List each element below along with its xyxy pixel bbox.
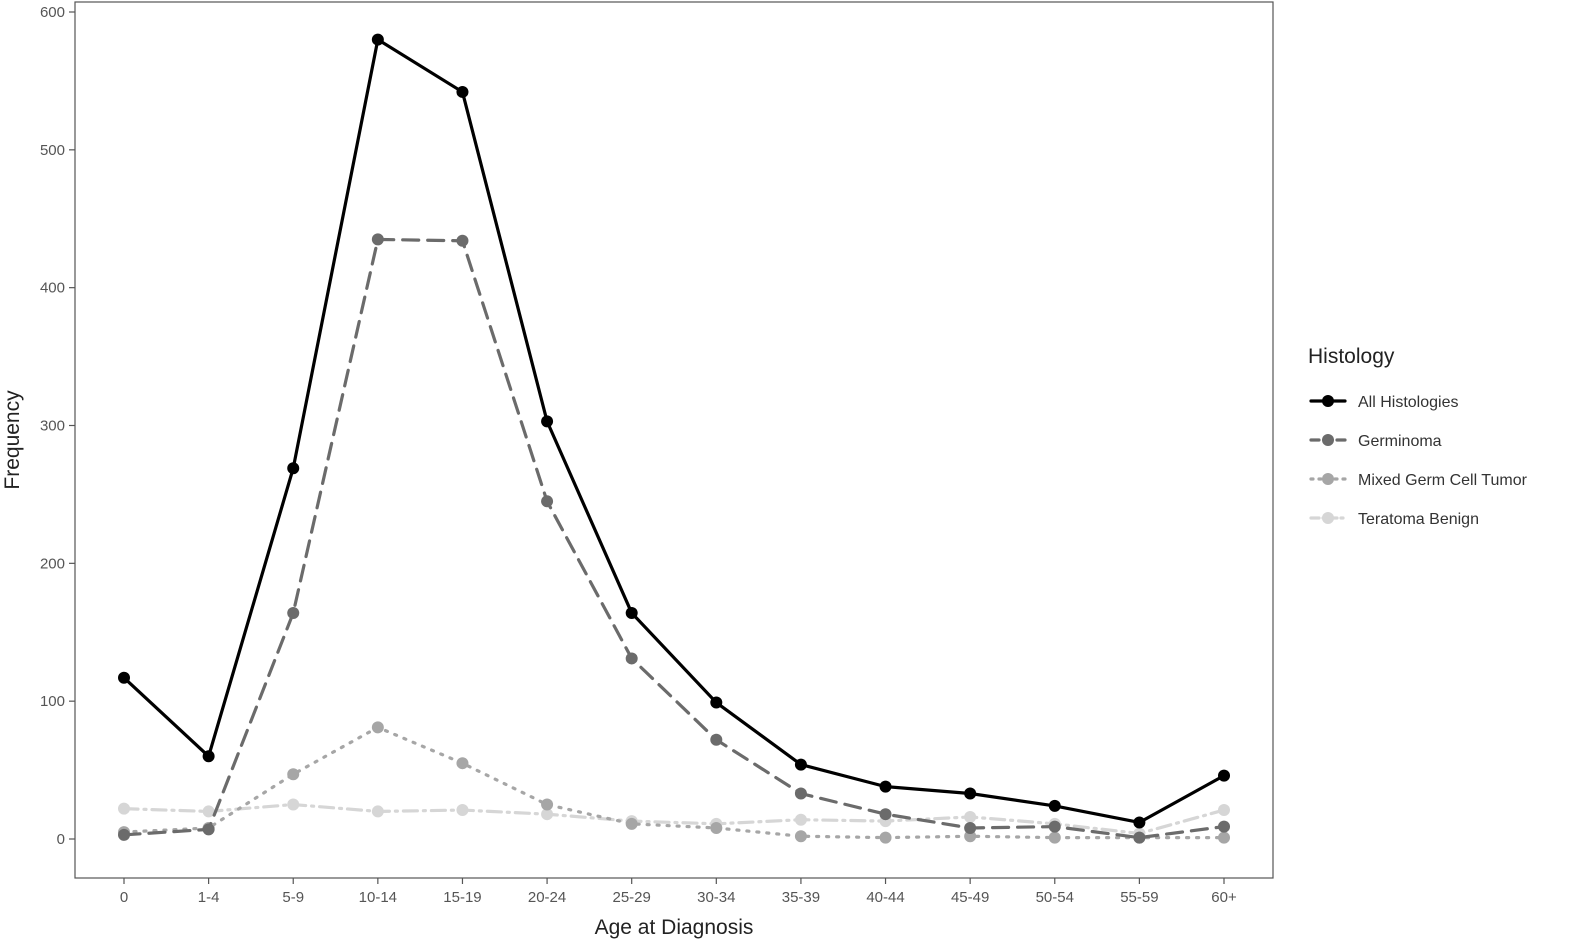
legend-label: Mixed Germ Cell Tumor xyxy=(1358,472,1528,489)
data-point-mixed-germ-cell-tumor xyxy=(541,798,554,811)
legend-key-point xyxy=(1322,395,1334,407)
legend-item-all-histologies: All Histologies xyxy=(1309,394,1458,411)
data-point-germinoma xyxy=(964,821,977,834)
data-point-all-histologies xyxy=(287,462,300,475)
data-point-teratoma-benign xyxy=(118,802,130,815)
y-axis-title: Frequency xyxy=(1,390,24,490)
data-point-germinoma xyxy=(879,808,892,821)
data-point-germinoma xyxy=(456,234,469,247)
data-point-all-histologies xyxy=(456,85,469,98)
data-point-all-histologies xyxy=(202,750,215,763)
x-tick-label: 30-34 xyxy=(697,889,735,906)
data-point-all-histologies xyxy=(964,787,977,800)
data-point-all-histologies xyxy=(371,33,384,46)
data-point-mixed-germ-cell-tumor xyxy=(1218,831,1230,844)
legend-key-point xyxy=(1322,434,1334,446)
series-germinoma xyxy=(118,233,1230,844)
x-tick-label: 0 xyxy=(120,889,128,906)
x-tick-label: 45-49 xyxy=(951,889,989,906)
x-tick-label: 50-54 xyxy=(1036,889,1074,906)
y-tick-label: 100 xyxy=(40,693,65,710)
x-axis-title: Age at Diagnosis xyxy=(595,916,754,939)
data-point-teratoma-benign xyxy=(371,805,384,818)
data-point-all-histologies xyxy=(794,758,807,771)
data-point-teratoma-benign xyxy=(1218,804,1230,817)
data-point-mixed-germ-cell-tumor xyxy=(371,721,384,734)
data-point-teratoma-benign xyxy=(202,805,215,818)
x-tick-label: 10-14 xyxy=(359,889,397,906)
data-point-mixed-germ-cell-tumor xyxy=(879,831,892,844)
legend-item-mixed-germ-cell-tumor: Mixed Germ Cell Tumor xyxy=(1309,472,1528,489)
y-tick-label: 600 xyxy=(40,4,65,21)
legend-label: All Histologies xyxy=(1358,394,1458,411)
series-line-germinoma xyxy=(122,237,1226,840)
data-point-all-histologies xyxy=(710,696,723,709)
data-point-teratoma-benign xyxy=(964,810,977,823)
data-point-germinoma xyxy=(202,823,215,836)
data-point-all-histologies xyxy=(1133,816,1146,829)
legend-item-teratoma-benign: Teratoma Benign xyxy=(1309,511,1479,528)
data-point-mixed-germ-cell-tumor xyxy=(964,830,977,843)
y-tick-label: 0 xyxy=(57,831,65,848)
data-point-all-histologies xyxy=(1048,799,1061,812)
x-tick-label: 1-4 xyxy=(198,889,220,906)
legend-item-germinoma: Germinoma xyxy=(1309,433,1442,450)
series-line-all-histologies xyxy=(122,37,1226,825)
series-line-teratoma-benign xyxy=(122,802,1226,836)
y-tick-label: 400 xyxy=(40,280,65,297)
data-point-germinoma xyxy=(1133,831,1146,844)
x-tick-label: 25-29 xyxy=(613,889,651,906)
x-tick-label: 15-19 xyxy=(443,889,481,906)
data-point-germinoma xyxy=(794,787,807,800)
data-point-all-histologies xyxy=(118,671,130,684)
x-tick-label: 60+ xyxy=(1211,889,1237,906)
x-tick-label: 20-24 xyxy=(528,889,566,906)
data-point-mixed-germ-cell-tumor xyxy=(456,757,469,770)
data-point-germinoma xyxy=(1048,820,1061,833)
plot-panel xyxy=(74,1,1274,879)
x-axis: 0 1-4 5-9 10-14 15-19 20-24 25-29 30-34 35-39 40-… xyxy=(120,878,1237,906)
series-all-histologies xyxy=(118,33,1230,829)
series-teratoma-benign xyxy=(118,798,1230,840)
y-axis: 0 100 200 300 400 500 600 xyxy=(40,4,75,848)
x-tick-label: 55-59 xyxy=(1120,889,1158,906)
y-tick-label: 300 xyxy=(40,418,65,435)
x-tick-label: 35-39 xyxy=(782,889,820,906)
data-point-all-histologies xyxy=(625,606,638,619)
legend-label: Teratoma Benign xyxy=(1358,511,1479,528)
data-point-germinoma xyxy=(625,652,638,665)
data-point-mixed-germ-cell-tumor xyxy=(794,830,807,843)
data-point-teratoma-benign xyxy=(541,808,554,821)
data-point-all-histologies xyxy=(541,415,554,428)
legend: Histology All Histologies Germinoma Mixed … xyxy=(1308,345,1528,528)
legend-key-point xyxy=(1322,512,1334,524)
data-point-all-histologies xyxy=(1218,769,1230,782)
data-point-teratoma-benign xyxy=(456,804,469,817)
data-point-mixed-germ-cell-tumor xyxy=(287,768,300,781)
legend-title: Histology xyxy=(1308,345,1395,368)
data-point-mixed-germ-cell-tumor xyxy=(625,817,638,830)
data-point-germinoma xyxy=(1218,820,1230,833)
x-tick-label: 40-44 xyxy=(866,889,904,906)
legend-key-point xyxy=(1322,473,1334,485)
legend-label: Germinoma xyxy=(1358,433,1442,450)
data-point-mixed-germ-cell-tumor xyxy=(1048,831,1061,844)
data-point-germinoma xyxy=(710,733,723,746)
data-point-germinoma xyxy=(287,606,300,619)
data-point-mixed-germ-cell-tumor xyxy=(710,821,723,834)
data-point-germinoma xyxy=(371,233,384,246)
series-line-mixed-germ-cell-tumor xyxy=(122,725,1226,840)
data-point-all-histologies xyxy=(879,780,892,793)
y-tick-label: 200 xyxy=(40,555,65,572)
y-tick-label: 500 xyxy=(40,142,65,159)
x-tick-label: 5-9 xyxy=(282,889,304,906)
series-layer xyxy=(118,33,1230,844)
data-point-teratoma-benign xyxy=(794,813,807,826)
data-point-germinoma xyxy=(118,828,130,841)
data-point-germinoma xyxy=(541,495,554,508)
data-point-teratoma-benign xyxy=(287,798,300,811)
